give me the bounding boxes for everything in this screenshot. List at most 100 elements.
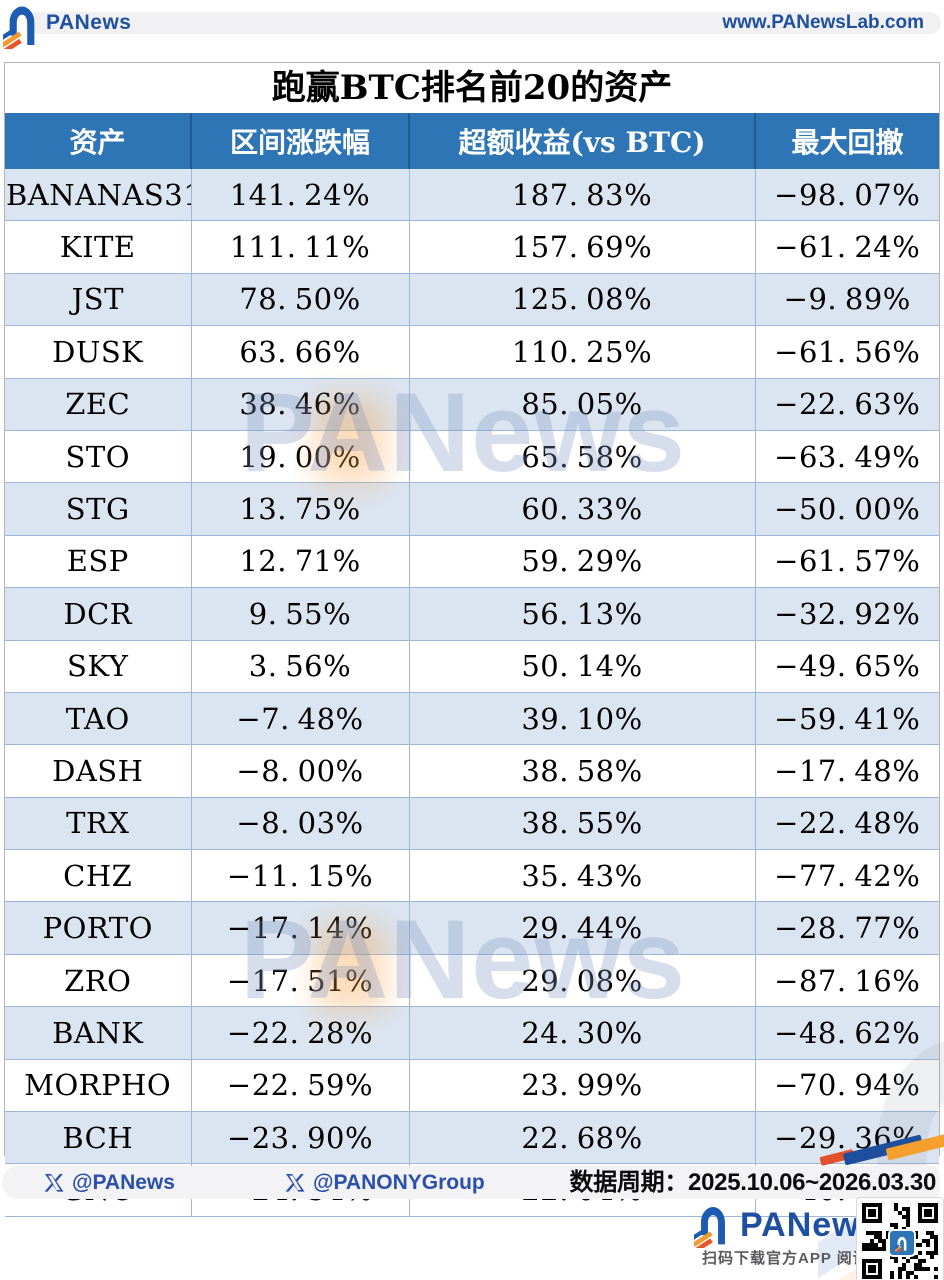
asset-cell: BCH xyxy=(5,1111,192,1165)
drawdown-cell: −87. 16% xyxy=(755,954,939,1008)
brand-name: PANews xyxy=(46,11,132,34)
asset-cell: PORTO xyxy=(5,901,192,955)
qr-module xyxy=(926,1243,930,1247)
asset-cell: CHZ xyxy=(5,849,192,903)
table-row: SKY 3. 56% 50. 14% −49. 65% xyxy=(5,640,939,693)
change-cell: 19. 00% xyxy=(191,430,410,484)
change-cell: −8. 00% xyxy=(191,744,410,798)
table-title: 跑赢BTC排名前20的资产 xyxy=(271,68,673,108)
data-period-label: 数据周期：2025.10.06~2026.03.30 xyxy=(569,1169,937,1196)
change-cell: 38. 46% xyxy=(191,378,410,431)
excess-cell: 60. 33% xyxy=(409,482,756,536)
qr-module xyxy=(898,1275,902,1279)
asset-cell: STO xyxy=(5,430,192,484)
drawdown-cell: −61. 24% xyxy=(755,220,939,274)
drawdown-cell: −61. 56% xyxy=(755,325,939,379)
asset-cell: MORPHO xyxy=(5,1059,192,1113)
drawdown-cell: −32. 92% xyxy=(755,587,939,641)
header-row: 资产 区间涨跌幅 超额收益(vs BTC) 最大回撤 xyxy=(5,113,939,169)
assets-table: 资产 区间涨跌幅 超额收益(vs BTC) 最大回撤 BANANAS31 141.… xyxy=(5,113,939,1217)
drawdown-cell: −48. 62% xyxy=(755,1006,939,1060)
col-header-max-drawdown: 最大回撤 xyxy=(755,113,939,169)
change-cell: −17. 14% xyxy=(191,901,410,955)
col-header-change: 区间涨跌幅 xyxy=(191,113,410,169)
drawdown-cell: −22. 63% xyxy=(755,378,939,431)
social-handle-panonygroup[interactable]: @PANONYGroup xyxy=(285,1166,485,1199)
panews-logo-icon xyxy=(3,6,35,49)
excess-cell: 157. 69% xyxy=(409,220,756,274)
qr-finder-pattern xyxy=(862,1259,882,1279)
qr-finder-pattern xyxy=(918,1203,938,1223)
excess-cell: 187. 83% xyxy=(409,169,756,222)
qr-module xyxy=(934,1275,938,1279)
drawdown-cell: −98. 07% xyxy=(755,169,939,222)
qr-module xyxy=(934,1251,938,1255)
table-row: ZRO −17. 51% 29. 08% −87. 16% xyxy=(5,954,939,1008)
asset-cell: ESP xyxy=(5,535,192,589)
qr-module xyxy=(906,1275,910,1279)
excess-cell: 125. 08% xyxy=(409,273,756,327)
qr-module xyxy=(922,1259,926,1263)
data-table-card: 跑赢BTC排名前20的资产 资产 区间涨跌幅 超额收益(vs BTC) 最大回撤… xyxy=(4,62,940,1217)
x-twitter-icon xyxy=(44,1173,64,1192)
change-cell: 3. 56% xyxy=(191,640,410,693)
asset-cell: DCR xyxy=(5,587,192,641)
excess-cell: 50. 14% xyxy=(409,640,756,693)
change-cell: 78. 50% xyxy=(191,273,410,327)
x-twitter-icon xyxy=(285,1173,305,1192)
excess-cell: 65. 58% xyxy=(409,430,756,484)
qr-module xyxy=(926,1267,930,1271)
change-cell: −8. 03% xyxy=(191,797,410,851)
qr-module xyxy=(914,1275,918,1279)
asset-cell: TRX xyxy=(5,797,192,851)
excess-cell: 23. 99% xyxy=(409,1059,756,1113)
excess-cell: 56. 13% xyxy=(409,587,756,641)
asset-cell: BANK xyxy=(5,1006,192,1060)
change-cell: −11. 15% xyxy=(191,849,410,903)
qr-module xyxy=(894,1259,898,1263)
drawdown-cell: −17. 48% xyxy=(755,744,939,798)
qr-module xyxy=(882,1247,886,1251)
qr-finder-pattern xyxy=(862,1203,882,1223)
drawdown-cell: −59. 41% xyxy=(755,692,939,746)
excess-cell: 110. 25% xyxy=(409,325,756,379)
social-handle-panews[interactable]: @PANews xyxy=(44,1166,175,1199)
qr-modules xyxy=(862,1203,938,1279)
qr-center-logo-icon xyxy=(888,1229,916,1257)
drawdown-cell: −77. 42% xyxy=(755,849,939,903)
table-row: TRX −8. 03% 38. 55% −22. 48% xyxy=(5,797,939,851)
drawdown-cell: −61. 57% xyxy=(755,535,939,589)
col-header-excess-return: 超额收益(vs BTC) xyxy=(409,113,756,169)
asset-cell: STG xyxy=(5,482,192,536)
drawdown-cell: −63. 49% xyxy=(755,430,939,484)
qr-code[interactable] xyxy=(856,1197,944,1280)
change-cell: −17. 51% xyxy=(191,954,410,1008)
table-row: KITE 111. 11% 157. 69% −61. 24% xyxy=(5,220,939,274)
qr-module xyxy=(918,1251,922,1255)
asset-cell: SKY xyxy=(5,640,192,693)
change-cell: 63. 66% xyxy=(191,325,410,379)
excess-cell: 38. 58% xyxy=(409,744,756,798)
handle-label: @PANews xyxy=(72,1170,175,1194)
table-row: MORPHO −22. 59% 23. 99% −70. 94% xyxy=(5,1059,939,1113)
excess-cell: 38. 55% xyxy=(409,797,756,851)
asset-cell: ZRO xyxy=(5,954,192,1008)
excess-cell: 39. 10% xyxy=(409,692,756,746)
drawdown-cell: −49. 65% xyxy=(755,640,939,693)
excess-cell: 29. 44% xyxy=(409,901,756,955)
excess-cell: 29. 08% xyxy=(409,954,756,1008)
website-url[interactable]: www.PANewsLab.com xyxy=(722,12,924,33)
asset-cell: JST xyxy=(5,273,192,327)
asset-cell: DASH xyxy=(5,744,192,798)
asset-cell: DUSK xyxy=(5,325,192,379)
table-row: CHZ −11. 15% 35. 43% −77. 42% xyxy=(5,849,939,903)
change-cell: 111. 11% xyxy=(191,220,410,274)
change-cell: −22. 59% xyxy=(191,1059,410,1113)
drawdown-cell: −70. 94% xyxy=(755,1059,939,1113)
qr-module xyxy=(890,1275,894,1279)
table-row: DASH −8. 00% 38. 58% −17. 48% xyxy=(5,744,939,798)
change-cell: 141. 24% xyxy=(191,169,410,222)
table-row: BCH −23. 90% 22. 68% −29. 36% xyxy=(5,1111,939,1165)
table-row: ZEC 38. 46% 85. 05% −22. 63% xyxy=(5,378,939,431)
